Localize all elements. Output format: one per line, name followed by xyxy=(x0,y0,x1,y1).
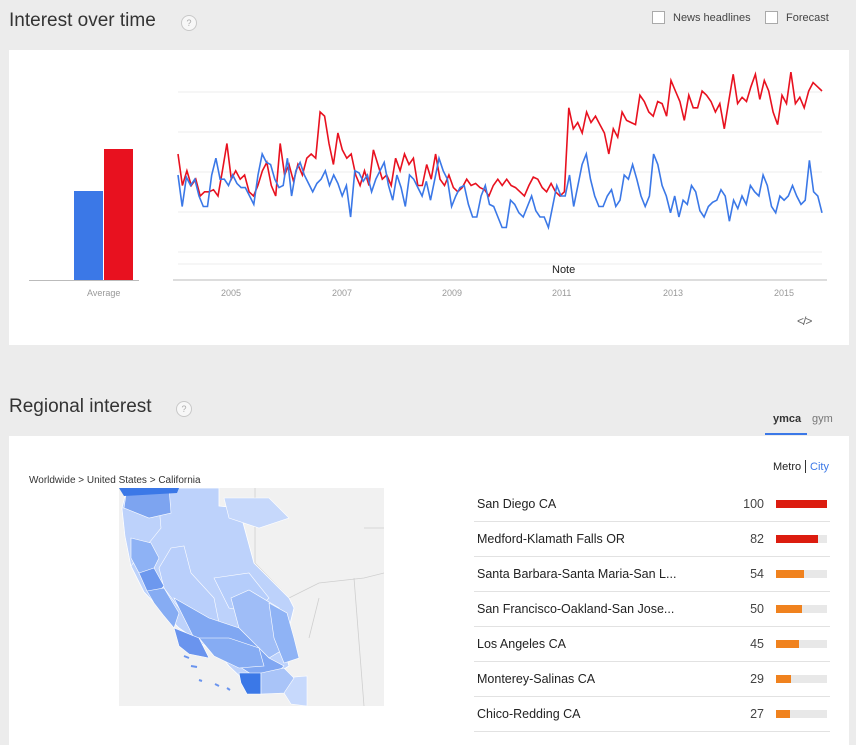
region-name[interactable]: Los Angeles CA xyxy=(477,637,566,651)
region-value: 45 xyxy=(750,637,764,651)
region-bar-track xyxy=(776,500,827,508)
average-bar-blue xyxy=(74,191,103,280)
region-bar xyxy=(776,500,827,508)
x-tick-label: 2009 xyxy=(442,288,462,298)
x-tick-label: 2015 xyxy=(774,288,794,298)
california-map[interactable] xyxy=(119,488,384,706)
region-value: 29 xyxy=(750,672,764,686)
note-marker[interactable]: Note xyxy=(552,264,576,276)
region-bar xyxy=(776,570,804,578)
city-toggle[interactable]: City xyxy=(810,461,829,473)
breadcrumb[interactable]: Worldwide > United States > California xyxy=(29,475,201,486)
region-bar-track xyxy=(776,570,827,578)
interest-over-time-title: Interest over time xyxy=(9,10,156,31)
series-line-1 xyxy=(177,151,823,231)
region-name[interactable]: Medford-Klamath Falls OR xyxy=(477,532,625,546)
average-bar-red xyxy=(104,148,133,280)
region-value: 82 xyxy=(750,532,764,546)
forecast-toggle[interactable]: Forecast xyxy=(765,11,829,24)
table-row[interactable]: Los Angeles CA 45 xyxy=(474,626,830,662)
embed-code-icon[interactable]: </> xyxy=(797,314,812,328)
region-value: 27 xyxy=(750,707,764,721)
region-value: 50 xyxy=(750,602,764,616)
news-headlines-toggle[interactable]: News headlines xyxy=(652,11,751,24)
regional-interest-title: Regional interest xyxy=(9,396,152,417)
metro-toggle[interactable]: Metro xyxy=(773,461,802,473)
checkbox-icon[interactable] xyxy=(765,11,778,24)
x-tick-label: 2005 xyxy=(221,288,241,298)
region-name[interactable]: Chico-Redding CA xyxy=(477,707,581,721)
table-row[interactable]: San Francisco-Oakland-San Jose... 50 xyxy=(474,591,830,627)
region-bar xyxy=(776,710,790,718)
table-row[interactable]: Chico-Redding CA 27 xyxy=(474,696,830,732)
region-bar xyxy=(776,605,802,613)
interest-chart-card: Average 2005 2007 2009 2011 2013 2015 Note </… xyxy=(9,50,849,345)
region-name[interactable]: San Francisco-Oakland-San Jose... xyxy=(477,602,675,616)
table-row[interactable]: Medford-Klamath Falls OR 82 xyxy=(474,521,830,557)
x-tick-label: 2013 xyxy=(663,288,683,298)
tab-ymca[interactable]: ymca xyxy=(773,413,802,425)
average-label: Average xyxy=(87,288,121,298)
tab-ymca-underline xyxy=(765,433,807,435)
tab-gym[interactable]: gym xyxy=(812,413,833,425)
region-value: 100 xyxy=(743,497,764,511)
toggle-divider xyxy=(805,460,806,473)
region-name[interactable]: Santa Barbara-Santa Maria-San L... xyxy=(477,567,677,581)
region-bar-track xyxy=(776,710,827,718)
x-tick-label: 2011 xyxy=(552,288,571,298)
region-value: 54 xyxy=(750,567,764,581)
region-name[interactable]: Monterey-Salinas CA xyxy=(477,672,596,686)
news-headlines-label: News headlines xyxy=(673,11,751,24)
x-tick-label: 2007 xyxy=(332,288,352,298)
region-bar xyxy=(776,675,791,683)
region-bar-track xyxy=(776,675,827,683)
region-bar xyxy=(776,535,818,543)
help-icon[interactable]: ? xyxy=(181,15,197,31)
interest-line-chart: 2005 2007 2009 2011 2013 2015 xyxy=(173,71,827,298)
region-bar xyxy=(776,640,799,648)
forecast-label: Forecast xyxy=(786,11,829,24)
table-row[interactable]: Monterey-Salinas CA 29 xyxy=(474,661,830,697)
table-row[interactable]: Santa Barbara-Santa Maria-San L... 54 xyxy=(474,556,830,592)
checkbox-icon[interactable] xyxy=(652,11,665,24)
region-bar-track xyxy=(776,640,827,648)
table-row[interactable]: San Diego CA 100 xyxy=(474,486,830,522)
region-bar-track xyxy=(776,535,827,543)
region-name[interactable]: San Diego CA xyxy=(477,497,557,511)
average-baseline xyxy=(29,280,139,281)
help-icon[interactable]: ? xyxy=(176,401,192,417)
region-bar-track xyxy=(776,605,827,613)
